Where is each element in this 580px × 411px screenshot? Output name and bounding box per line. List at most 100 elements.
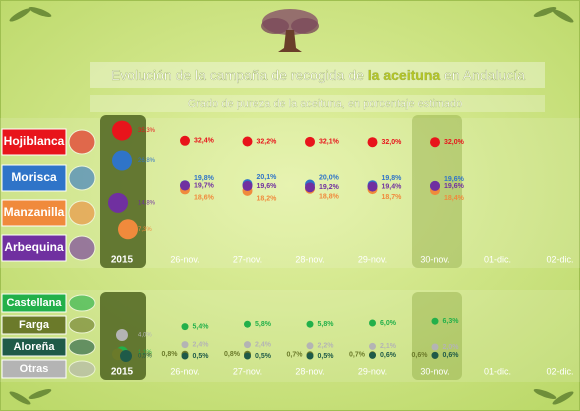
legend-button	[1, 164, 67, 192]
value-label: 19,4%	[382, 183, 403, 190]
x-tick-label: 30-nov.	[420, 366, 449, 376]
legend-button	[1, 293, 67, 313]
dot	[306, 342, 314, 350]
legend-icon	[68, 294, 96, 312]
legend-label: Farga	[19, 319, 50, 331]
legend-label: Aloreña	[14, 341, 56, 353]
value-label: 19,7%	[194, 182, 215, 189]
base-value-label: 14,8%	[138, 200, 156, 206]
dot	[430, 180, 440, 191]
base-label: 2015	[111, 367, 134, 378]
base-label: 2015	[111, 255, 134, 266]
dot	[180, 135, 190, 146]
base-value-label: 0,5%	[138, 354, 152, 360]
value-label: 20,0%	[319, 174, 340, 181]
value-label: 0,5%	[193, 353, 210, 360]
x-tick-label: 01-dic.	[484, 254, 511, 264]
legend-icon	[68, 165, 96, 191]
base-dot	[108, 192, 128, 213]
base-dot	[118, 219, 138, 240]
x-tick-label: 26-nov.	[170, 366, 199, 376]
value-label: 32,0%	[382, 139, 403, 146]
dot	[242, 136, 253, 147]
x-tick-label: 28-nov.	[295, 366, 324, 376]
value-label: 6,3%	[443, 318, 460, 325]
x-tick-label: 28-nov.	[295, 254, 324, 264]
value-label: 2,1%	[380, 343, 397, 350]
value-label: 0,6%	[443, 352, 460, 359]
base-dot	[120, 350, 132, 362]
dot	[431, 351, 439, 359]
value-label: 19,2%	[319, 184, 340, 191]
value-label: 19,6%	[444, 183, 465, 190]
dot	[431, 343, 439, 351]
value-label: 2,2%	[318, 343, 335, 350]
x-tick-label: 02-dic.	[546, 254, 573, 264]
value-label: 32,0%	[444, 139, 465, 146]
dot	[306, 352, 314, 360]
dot	[181, 323, 189, 331]
x-tick-label: 27-nov.	[233, 254, 262, 264]
x-tick-label: 29-nov.	[358, 254, 387, 264]
legend-button	[1, 199, 67, 227]
value-label: 18,4%	[444, 195, 465, 202]
x-tick-label: 29-nov.	[358, 366, 387, 376]
value-label: 32,2%	[257, 138, 278, 145]
legend-label: Manzanilla	[4, 205, 65, 219]
value-label: 0,6%	[412, 352, 429, 359]
dot	[430, 137, 440, 148]
olive-branch	[9, 7, 574, 405]
value-label: 0,8%	[224, 351, 241, 358]
legend-button	[1, 128, 67, 156]
value-label: 32,4%	[194, 138, 215, 145]
value-label: 18,6%	[194, 194, 215, 201]
base-dot	[116, 329, 128, 341]
value-label: 20,1%	[257, 174, 278, 181]
value-label: 0,7%	[287, 352, 304, 359]
base-dot	[112, 120, 132, 141]
legend-icon	[68, 235, 96, 261]
dot	[367, 137, 378, 148]
legend-button	[1, 315, 67, 335]
base-value-label: 1,1%	[138, 350, 152, 356]
title: Evolución de la campaña de recogida de l…	[111, 67, 525, 83]
dot	[181, 352, 189, 360]
dot	[244, 341, 251, 349]
legend-icon	[68, 338, 96, 356]
x-tick-label: 26-nov.	[170, 254, 199, 264]
value-label: 5,8%	[255, 321, 272, 328]
base-value-label: 0,8%	[138, 352, 152, 358]
legend-button	[1, 337, 67, 357]
value-label: 6,0%	[380, 320, 397, 327]
value-label: 19,6%	[444, 176, 465, 183]
panel-background	[0, 290, 580, 382]
dot	[369, 351, 376, 359]
legend-label: Morisca	[11, 170, 57, 184]
dot	[305, 182, 315, 193]
title-part: en Andalucía	[440, 67, 525, 83]
base-value-label: 26,8%	[138, 158, 156, 164]
title-part: Evolución de la campaña de recogida de	[111, 67, 368, 83]
dot	[244, 352, 251, 360]
title-highlight: la aceituna	[368, 67, 441, 83]
dot	[244, 320, 251, 328]
panel-background	[0, 118, 580, 268]
tree-icon	[261, 9, 319, 52]
value-label: 0,5%	[255, 353, 272, 360]
legend-label: Hojiblanca	[4, 134, 65, 148]
legend-icon	[68, 360, 96, 378]
value-label: 19,8%	[194, 175, 215, 182]
legend-icon	[68, 129, 96, 155]
legend-label: Castellana	[6, 297, 62, 309]
dot	[242, 180, 253, 191]
x-tick-label: 30-nov.	[420, 254, 449, 264]
x-tick-label: 02-dic.	[546, 366, 573, 376]
dot	[305, 136, 315, 147]
value-label: 18,2%	[257, 196, 278, 203]
title-banner	[90, 62, 545, 88]
dot	[306, 320, 314, 328]
x-tick-label: 27-nov.	[233, 366, 262, 376]
